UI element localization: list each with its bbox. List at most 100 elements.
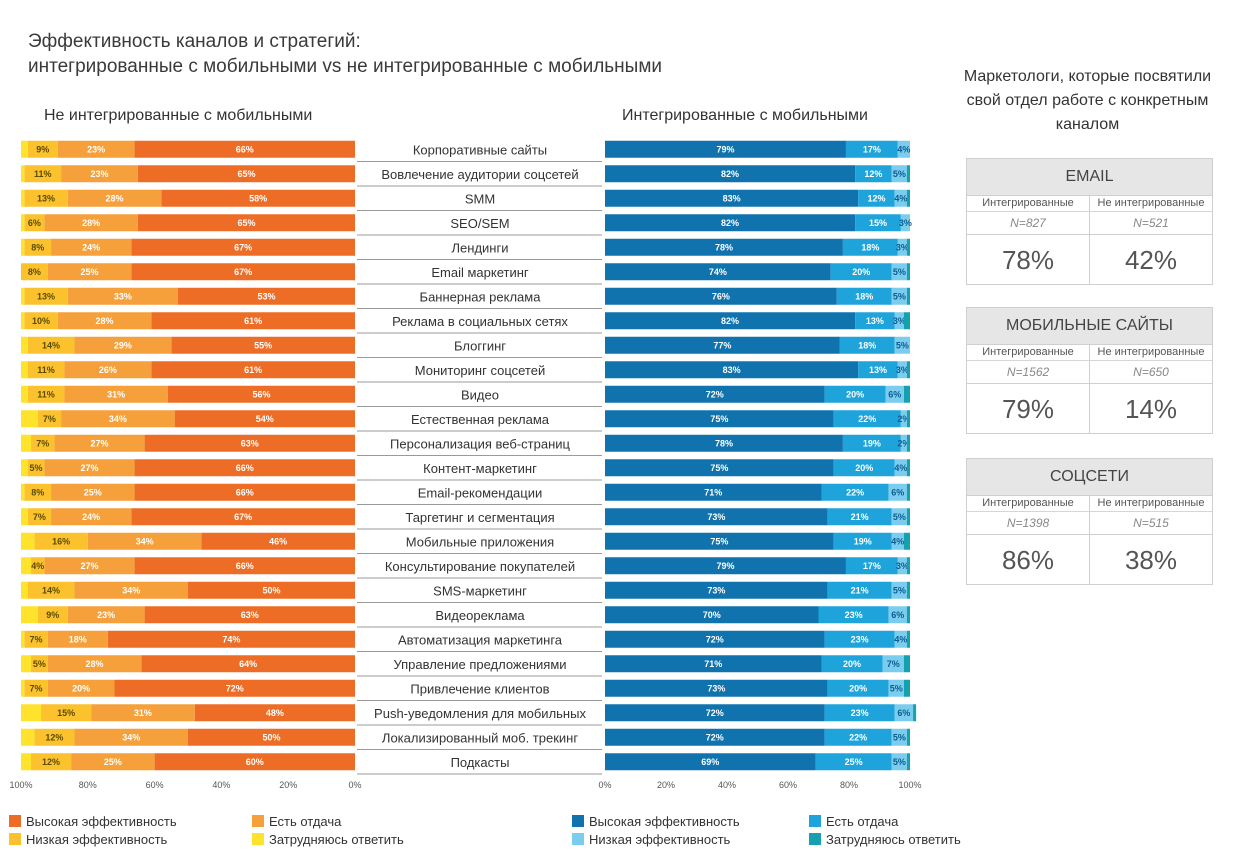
right-bar-unsure [906, 165, 910, 183]
left-bar-high [144, 606, 355, 624]
category-label: Реклама в социальных сетях [392, 314, 568, 329]
category-label: Естественная реклама [411, 412, 550, 427]
left-bar-unsure [21, 459, 28, 477]
right-bar-high [605, 361, 859, 379]
left-value-label: 31% [134, 708, 152, 718]
right-bar-low [885, 385, 904, 403]
left-panel-title: Не интегрированные с мобильными [44, 107, 313, 124]
legend-item-unsure: Затрудняюсь ответить [252, 832, 404, 847]
left-bar-return [44, 214, 138, 232]
left-bar-high [137, 214, 355, 232]
category-label: Email маркетинг [431, 265, 529, 280]
percent-integrated: 78% [1001, 245, 1055, 275]
right-value-label: 23% [851, 708, 869, 718]
category-label: SMS-маркетинг [433, 583, 527, 598]
right-bar-low [894, 336, 910, 354]
right-value-label: 5% [896, 340, 909, 350]
category-label: Видео [461, 387, 499, 402]
left-bar-high [171, 336, 355, 354]
right-value-label: 7% [887, 659, 900, 669]
right-value-label: 17% [863, 561, 881, 571]
left-bar-low [24, 679, 48, 697]
right-bar-high [605, 581, 828, 599]
left-bar-low [24, 312, 58, 330]
left-x-tick-label: 20% [279, 780, 297, 790]
left-bar-high [201, 532, 355, 550]
right-value-label: 15% [869, 218, 887, 228]
right-value-label: 5% [893, 291, 906, 301]
left-value-label: 26% [99, 365, 117, 375]
right-value-label: 25% [845, 757, 863, 767]
right-x-tick-label: 100% [898, 780, 921, 790]
right-bar-unsure [906, 189, 910, 207]
left-value-label: 25% [84, 487, 102, 497]
left-value-label: 7% [30, 634, 43, 644]
right-value-label: 4% [897, 144, 910, 154]
left-value-label: 61% [244, 365, 262, 375]
right-value-label: 19% [854, 536, 872, 546]
right-value-label: 20% [846, 389, 864, 399]
right-bar-return [833, 410, 901, 428]
right-bar-high [605, 214, 856, 232]
right-value-label: 12% [867, 193, 885, 203]
sample-size-integrated: N=827 [967, 212, 1089, 235]
right-value-label: 82% [721, 316, 739, 326]
right-value-label: 73% [707, 585, 725, 595]
left-bar-low [34, 728, 75, 746]
right-value-label: 82% [721, 218, 739, 228]
right-bar-high [605, 434, 843, 452]
percent-not-integrated: 42% [1089, 235, 1212, 284]
legend-swatch-unsure [252, 833, 264, 845]
right-bar-low [894, 704, 914, 722]
right-value-label: 4% [894, 634, 907, 644]
right-value-label: 2% [897, 438, 910, 448]
category-label: Подкасты [451, 755, 510, 770]
right-value-label: 72% [706, 389, 724, 399]
right-bar-high [605, 385, 825, 403]
right-value-label: 12% [864, 169, 882, 179]
left-value-label: 20% [72, 683, 90, 693]
left-bar-high [188, 581, 355, 599]
left-value-label: 65% [237, 218, 255, 228]
left-value-label: 67% [234, 267, 252, 277]
left-value-label: 24% [82, 512, 100, 522]
left-bar-low [37, 410, 62, 428]
right-value-label: 77% [713, 340, 731, 350]
left-bar-low [27, 336, 75, 354]
right-value-label: 20% [852, 267, 870, 277]
legend-item-high: Высокая эффективность [572, 814, 740, 829]
category-label: Управление предложениями [393, 657, 566, 672]
category-label: Блоггинг [454, 338, 506, 353]
right-bar-high [605, 336, 840, 354]
left-bar-return [47, 263, 132, 281]
right-bar-high [605, 483, 822, 501]
right-value-label: 82% [721, 169, 739, 179]
left-bar-low [24, 287, 68, 305]
right-bar-high [605, 606, 819, 624]
left-bar-unsure [21, 361, 28, 379]
left-value-label: 25% [80, 267, 98, 277]
left-bar-unsure [21, 508, 28, 526]
left-bar-return [51, 238, 132, 256]
right-bar-high [605, 263, 831, 281]
sample-size-not-integrated: N=650 [1089, 361, 1212, 384]
left-value-label: 28% [106, 193, 124, 203]
left-value-label: 28% [85, 659, 103, 669]
left-bar-high [137, 165, 355, 183]
left-value-label: 27% [90, 438, 108, 448]
left-bar-low [24, 165, 62, 183]
left-bar-high [131, 263, 355, 281]
category-label: Корпоративные сайты [413, 142, 547, 157]
left-bar-unsure [21, 140, 28, 158]
left-bar-high [131, 238, 355, 256]
right-bar-return [827, 581, 892, 599]
left-bar-return [57, 312, 152, 330]
left-value-label: 60% [246, 757, 264, 767]
left-value-label: 50% [262, 585, 280, 595]
left-bar-return [71, 753, 155, 771]
right-bar-return [815, 753, 892, 771]
left-bar-unsure [21, 287, 25, 305]
col-label-not-integrated: Не интегрированные [1089, 196, 1212, 212]
left-value-label: 25% [104, 757, 122, 767]
left-bar-unsure [21, 483, 25, 501]
